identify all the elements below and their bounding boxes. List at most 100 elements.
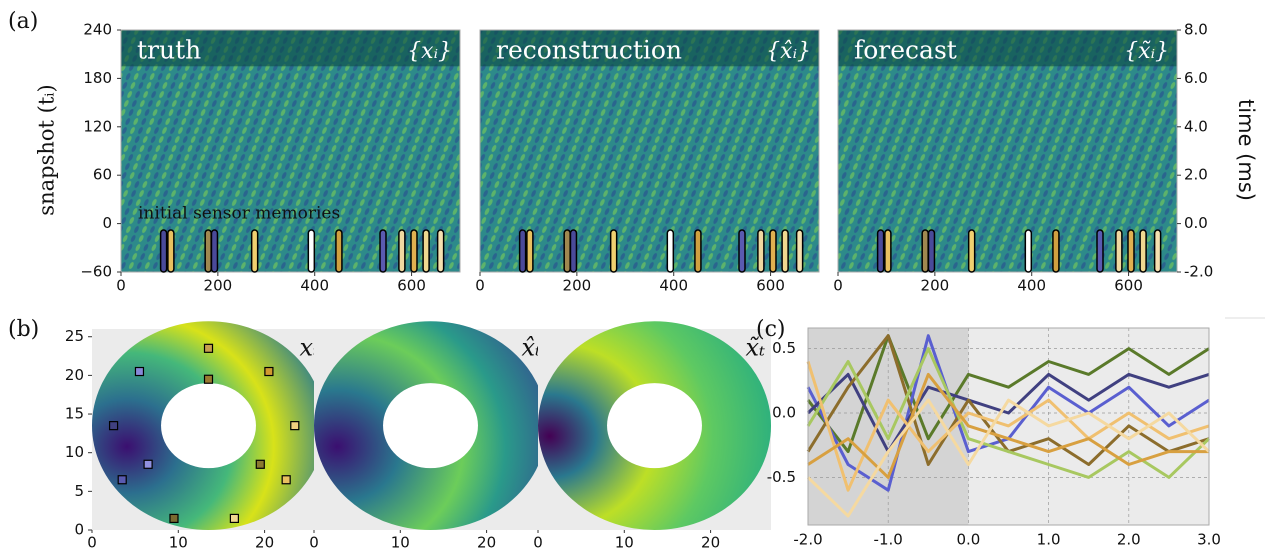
x-tick-label: 0 [533,534,543,552]
series-line [807,372,1209,479]
subplot-symbol: x̃ₜ [746,334,766,362]
sensor-marker [436,229,445,273]
sensor-marker [1127,229,1135,273]
subplot-title: truth [137,36,201,65]
annulus-hole [383,383,478,469]
x-tick-label: 20 [477,534,496,552]
sensor-marker [159,229,168,273]
sensor [117,475,127,485]
x-tick-label: 0 [833,277,843,295]
sensor-marker [410,229,418,273]
sensor-marker [526,229,534,273]
plot-frame [807,327,1210,526]
sensor-marker [1096,229,1104,273]
y-tick-label: 0.5 [772,339,796,357]
sensor [143,459,153,469]
sensor [290,421,300,431]
x-tick-label: 200 [204,277,233,295]
subplot-symbol: x̂ₜ [522,334,542,362]
sensor-marker [563,229,571,273]
subplot-symbol: {xᵢ} [407,39,452,64]
x-tick-label: 0 [87,534,97,552]
x-tick-label: 10 [169,534,188,552]
x-tick-label: 400 [659,277,688,295]
series-line [806,361,1210,492]
sensor-marker [1052,229,1060,273]
y2-tick-label: 6.0 [1184,69,1208,87]
annulus-hole [161,383,256,469]
x-tick-label: -2.0 [793,531,822,549]
sensor-marker [795,229,804,273]
y-tick-label: 25 [65,327,84,345]
subplot-title: forecast [854,36,957,65]
x-tick-label: 20 [255,534,274,552]
sensor-marker [422,229,430,273]
x-tick-label: 0.0 [956,531,980,549]
series-line [806,398,1211,518]
y-tick-label: -0.5 [767,468,796,486]
x-tick-label: -1.0 [874,531,903,549]
y2-tick-label: 8.0 [1184,21,1208,39]
y2-axis-label: time (ms) [1234,99,1258,201]
series-line [806,372,1210,454]
sensor-marker [335,229,343,273]
sensor-marker [769,229,777,273]
y2-tick-label: 4.0 [1184,117,1208,135]
sensor-marker [757,229,765,273]
header-band [838,30,1177,67]
sensor [264,366,274,377]
y-tick-label: 5 [74,482,84,500]
subplot-symbol: {x̃ᵢ} [1124,39,1169,64]
sensor-marker [927,229,936,273]
sensor [108,421,119,431]
x-tick-label: 0 [116,277,126,295]
sensor-marker [569,229,578,273]
sensor-marker [204,229,212,273]
sensor-marker [921,229,929,273]
sensor-marker [210,229,219,273]
sensor-marker [967,229,976,273]
sensor [134,366,145,377]
header-band [121,30,460,67]
sensor-marker [250,229,259,273]
sensor-marker [781,229,789,273]
x-tick-label: 200 [921,277,950,295]
x-tick-label: 600 [1114,277,1143,295]
sensor-marker [666,229,675,273]
sensor-marker [694,229,702,273]
sensor-marker [1024,229,1033,273]
sensor-marker [876,229,885,273]
x-tick-label: 20 [701,534,720,552]
x-tick-label: 600 [756,277,785,295]
y-tick-label: 0 [74,521,84,539]
x-tick-label: 10 [615,534,634,552]
sensor [169,513,179,524]
sensor [203,374,214,384]
y-axis-label: snapshot (tᵢ) [35,84,59,215]
x-tick-label: 3.0 [1197,531,1221,549]
plot-frame [120,29,461,273]
y2-tick-label: -2.0 [1184,263,1213,281]
sensor-marker [738,229,746,273]
x-tick-label: 1.0 [1037,531,1061,549]
sensor-marker [518,229,527,273]
x-tick-label: 600 [397,277,426,295]
subplot-title: reconstruction [496,36,682,65]
sensor-marker [609,229,618,273]
header-band [480,30,819,67]
sensor [255,459,265,469]
y-tick-label: 60 [93,166,112,184]
x-tick-label: 400 [1017,277,1046,295]
y-tick-label: 10 [65,443,84,461]
y-tick-label: 120 [83,117,112,135]
sensor-marker [884,229,892,273]
plot-frame [479,29,820,273]
sensor-marker [379,229,387,273]
y-tick-label: −60 [80,263,112,281]
x-tick-label: 200 [563,277,592,295]
y2-tick-label: 2.0 [1184,166,1208,184]
sensor [203,343,214,353]
x-tick-label: 0 [309,534,319,552]
